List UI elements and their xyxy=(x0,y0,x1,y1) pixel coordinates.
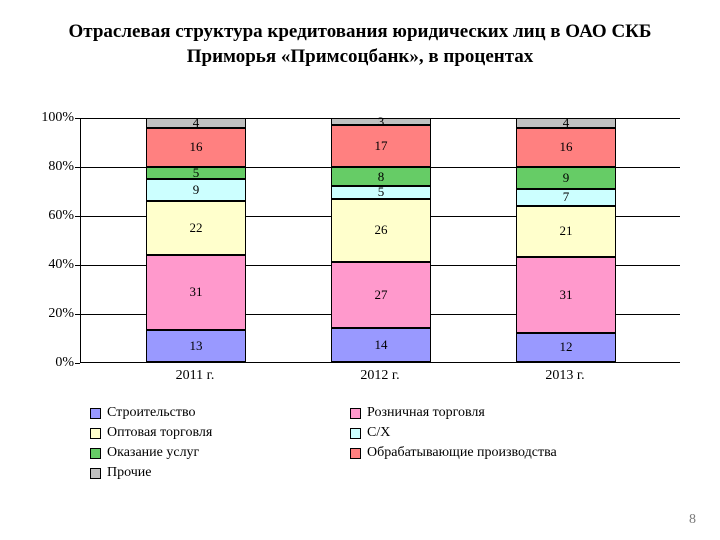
bar-segment-construction: 13 xyxy=(146,330,246,362)
chart-title: Отраслевая структура кредитования юридич… xyxy=(0,0,720,79)
y-axis-tick-mark xyxy=(75,265,80,266)
bar-segment-services: 9 xyxy=(516,167,616,189)
legend-item-wholesale: Оптовая торговля xyxy=(90,425,350,441)
bar-segment-services: 5 xyxy=(146,167,246,179)
bar-column: 14272658173 xyxy=(331,118,431,362)
legend-swatch xyxy=(90,428,101,439)
legend-item-retail: Розничная торговля xyxy=(350,405,610,421)
y-axis-tick-mark xyxy=(75,167,80,168)
bar-segment-manufacturing: 17 xyxy=(331,125,431,166)
legend-label: Оптовая торговля xyxy=(107,425,212,441)
y-axis-tick-mark xyxy=(75,314,80,315)
y-axis-tick-mark xyxy=(75,363,80,364)
bar-segment-retail: 31 xyxy=(146,255,246,331)
legend-swatch xyxy=(350,428,361,439)
y-axis-tick-label: 100% xyxy=(30,110,74,126)
bar-column: 13312295164 xyxy=(146,118,246,362)
legend-swatch xyxy=(350,448,361,459)
y-axis-tick-label: 20% xyxy=(30,306,74,322)
bar-segment-retail: 31 xyxy=(516,257,616,333)
legend-swatch xyxy=(90,448,101,459)
legend-label: Обрабатывающие производства xyxy=(367,445,557,461)
y-axis-tick-label: 60% xyxy=(30,208,74,224)
legend-label: Строительство xyxy=(107,405,195,421)
bar-segment-other: 4 xyxy=(146,118,246,128)
x-axis-category-label: 2012 г. xyxy=(320,368,440,384)
bar-segment-wholesale: 21 xyxy=(516,206,616,257)
legend-item-agri: С/Х xyxy=(350,425,610,441)
legend-item-services: Оказание услуг xyxy=(90,445,350,461)
legend-swatch xyxy=(90,408,101,419)
plot-region: 133122951641427265817312312179164 xyxy=(80,118,680,363)
x-axis-category-label: 2011 г. xyxy=(135,368,255,384)
bar-segment-retail: 27 xyxy=(331,262,431,328)
y-axis-tick-label: 80% xyxy=(30,159,74,175)
slide-number: 8 xyxy=(689,512,696,528)
bar-segment-construction: 14 xyxy=(331,328,431,362)
y-axis-tick-mark xyxy=(75,216,80,217)
bar-segment-other: 4 xyxy=(516,118,616,128)
bar-segment-services: 8 xyxy=(331,167,431,187)
legend-swatch xyxy=(350,408,361,419)
y-axis-tick-label: 40% xyxy=(30,257,74,273)
legend-label: С/Х xyxy=(367,425,390,441)
legend-item-manufacturing: Обрабатывающие производства xyxy=(350,445,610,461)
legend: Строительство Розничная торговля Оптовая т… xyxy=(90,405,650,485)
bar-segment-construction: 12 xyxy=(516,333,616,362)
y-axis-tick-mark xyxy=(75,118,80,119)
bar-segment-other: 3 xyxy=(331,118,431,125)
bar-segment-agri: 5 xyxy=(331,186,431,198)
bar-segment-manufacturing: 16 xyxy=(146,128,246,167)
bar-segment-wholesale: 26 xyxy=(331,199,431,262)
x-axis-category-label: 2013 г. xyxy=(505,368,625,384)
bar-segment-agri: 7 xyxy=(516,189,616,206)
legend-swatch xyxy=(90,468,101,479)
bar-column: 12312179164 xyxy=(516,118,616,362)
bar-segment-agri: 9 xyxy=(146,179,246,201)
legend-label: Оказание услуг xyxy=(107,445,199,461)
legend-label: Розничная торговля xyxy=(367,405,485,421)
y-axis-tick-label: 0% xyxy=(30,355,74,371)
legend-item-other: Прочие xyxy=(90,465,350,481)
bar-segment-wholesale: 22 xyxy=(146,201,246,255)
legend-label: Прочие xyxy=(107,465,152,481)
chart-area: 133122951641427265817312312179164 0%20%4… xyxy=(30,118,690,393)
bar-segment-manufacturing: 16 xyxy=(516,128,616,167)
legend-item-construction: Строительство xyxy=(90,405,350,421)
